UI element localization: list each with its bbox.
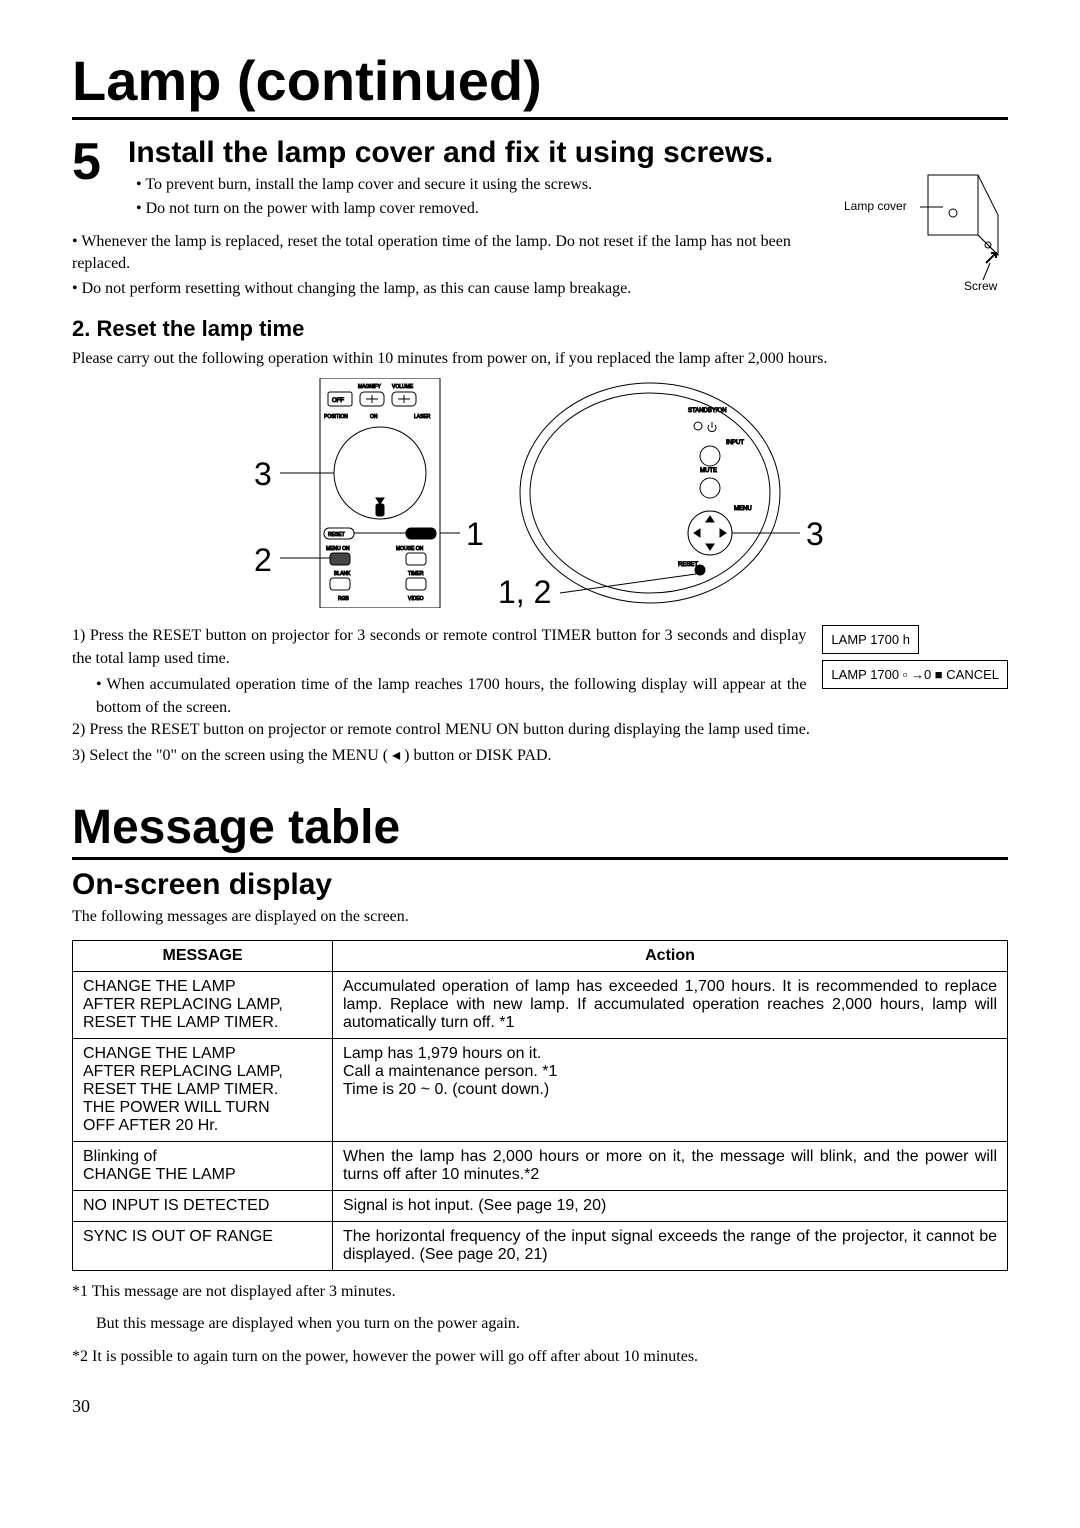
outer-bullet: • Do not perform resetting without chang…	[72, 278, 852, 300]
volume-label: VOLUME	[392, 384, 414, 390]
page-title: Lamp (continued)	[72, 48, 1008, 120]
remote-diagram: OFF MAGNIFY VOLUME POSITION ON LASER RES…	[280, 378, 460, 613]
menuon-label: MENU ON	[326, 546, 350, 552]
callout-p3: 3	[806, 516, 824, 553]
action-cell: Lamp has 1,979 hours on it. Call a maint…	[333, 1039, 1008, 1142]
table-row: SYNC IS OUT OF RANGEThe horizontal frequ…	[73, 1222, 1008, 1271]
lamp-boxes: LAMP 1700 h LAMP 1700 ▫ →0 ■ CANCEL	[822, 625, 1008, 695]
table-row: NO INPUT IS DETECTEDSignal is hot input.…	[73, 1191, 1008, 1222]
message-cell: Blinking of CHANGE THE LAMP	[73, 1142, 333, 1191]
on-label: ON	[370, 414, 378, 420]
callout-3: 3	[254, 456, 272, 493]
action-cell: When the lamp has 2,000 hours or more on…	[333, 1142, 1008, 1191]
message-cell: SYNC IS OUT OF RANGE	[73, 1222, 333, 1271]
timer-label: TIMER	[408, 571, 424, 577]
onscreen-intro: The following messages are displayed on …	[72, 906, 1008, 928]
reset-panel-label: RESET	[678, 562, 698, 568]
right-label: RIGHT	[412, 532, 428, 538]
off-label: OFF	[332, 398, 344, 404]
step-number: 5	[72, 136, 116, 188]
callout-1: 1	[466, 516, 484, 553]
reset-label: RESET	[328, 532, 345, 538]
footnote-1b: But this message are displayed when you …	[96, 1313, 1008, 1335]
menu-label: MENU	[734, 506, 752, 512]
table-header-message: MESSAGE	[73, 941, 333, 972]
footnote-2: *2 It is possible to again turn on the p…	[72, 1346, 1008, 1368]
message-table-title: Message table	[72, 800, 1008, 860]
action-cell: The horizontal frequency of the input si…	[333, 1222, 1008, 1271]
step-heading: Install the lamp cover and fix it using …	[128, 136, 1008, 170]
lamp-box-2: LAMP 1700 ▫ →0 ■ CANCEL	[822, 660, 1008, 689]
panel-diagram: STANDBY/ON INPUT MUTE MENU RESET 1, 2 3	[500, 378, 800, 613]
action-cell: Accumulated operation of lamp has exceed…	[333, 972, 1008, 1039]
mouseon-label: MOUSE ON	[396, 546, 424, 552]
table-row: CHANGE THE LAMP AFTER REPLACING LAMP, RE…	[73, 972, 1008, 1039]
magnify-label: MAGNIFY	[358, 384, 381, 390]
callout-12: 1, 2	[498, 574, 551, 611]
lamp-box-1: LAMP 1700 h	[822, 625, 919, 654]
laser-label: LASER	[414, 414, 431, 420]
diagram-row: OFF MAGNIFY VOLUME POSITION ON LASER RES…	[72, 378, 1008, 613]
message-cell: CHANGE THE LAMP AFTER REPLACING LAMP, RE…	[73, 1039, 333, 1142]
message-table: MESSAGE Action CHANGE THE LAMP AFTER REP…	[72, 940, 1008, 1271]
mute-label: MUTE	[700, 468, 717, 474]
outer-bullet: • Whenever the lamp is replaced, reset t…	[72, 231, 852, 276]
message-cell: CHANGE THE LAMP AFTER REPLACING LAMP, RE…	[73, 972, 333, 1039]
footnote-1: *1 This message are not displayed after …	[72, 1281, 1008, 1303]
lamp-cover-diagram: Lamp cover Screw	[878, 165, 1008, 310]
callout-2: 2	[254, 542, 272, 579]
table-row: Blinking of CHANGE THE LAMPWhen the lamp…	[73, 1142, 1008, 1191]
blank-label: BLANK	[334, 571, 351, 577]
reset-intro: Please carry out the following operation…	[72, 348, 1008, 370]
rgb-label: RGB	[338, 596, 350, 602]
reset-step-2: 2) Press the RESET button on projector o…	[72, 719, 1008, 741]
page-number: 30	[72, 1396, 1008, 1417]
reset-heading: 2. Reset the lamp time	[72, 316, 1008, 342]
message-cell: NO INPUT IS DETECTED	[73, 1191, 333, 1222]
lamp-cover-label: Lamp cover	[844, 199, 907, 213]
position-label: POSITION	[324, 414, 348, 420]
table-header-action: Action	[333, 941, 1008, 972]
video-label: VIDEO	[408, 596, 424, 602]
reset-step-3: 3) Select the "0" on the screen using th…	[72, 745, 1008, 767]
action-cell: Signal is hot input. (See page 19, 20)	[333, 1191, 1008, 1222]
table-row: CHANGE THE LAMP AFTER REPLACING LAMP, RE…	[73, 1039, 1008, 1142]
input-label: INPUT	[726, 440, 744, 446]
screw-label: Screw	[964, 279, 997, 293]
standby-label: STANDBY/ON	[688, 408, 727, 414]
onscreen-heading: On-screen display	[72, 868, 1008, 902]
